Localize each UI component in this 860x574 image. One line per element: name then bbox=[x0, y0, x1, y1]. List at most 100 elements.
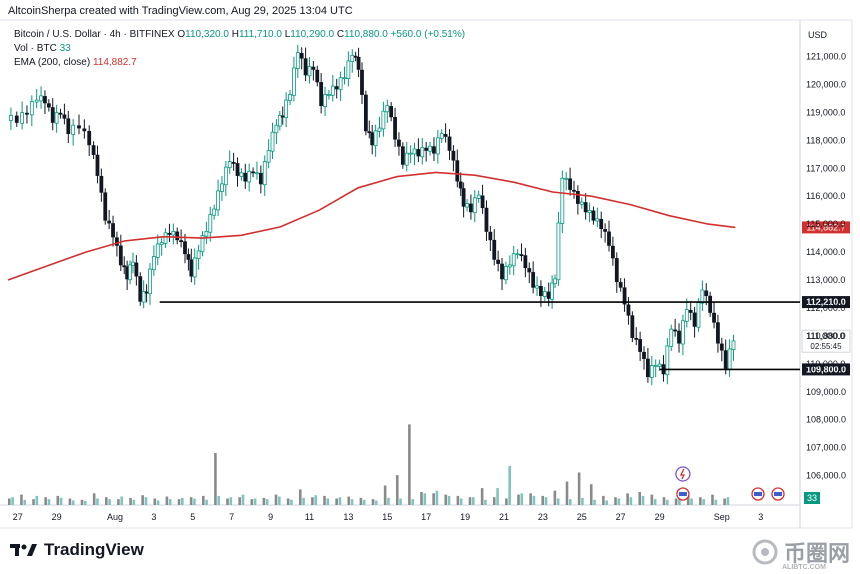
candle-body bbox=[122, 265, 127, 268]
candle-body bbox=[424, 147, 429, 151]
candle-body bbox=[657, 363, 662, 367]
candle-body bbox=[54, 112, 59, 124]
volume-bar-down bbox=[286, 498, 290, 505]
candle-body bbox=[511, 253, 516, 267]
price-tick: 113,000.0 bbox=[806, 275, 845, 285]
price-tick: 106,000.0 bbox=[806, 471, 846, 481]
symbol-title[interactable]: Bitcoin / U.S. Dollar · 4h · BITFINEX bbox=[14, 29, 175, 40]
candle-body bbox=[66, 118, 71, 135]
candle-body bbox=[712, 312, 716, 323]
candle-body bbox=[553, 278, 557, 285]
event-markers bbox=[675, 466, 785, 501]
volume-bar-up bbox=[59, 497, 63, 505]
candle-body bbox=[292, 67, 296, 96]
candle-body bbox=[255, 172, 259, 175]
volume-bar-down bbox=[565, 481, 569, 505]
candle-body bbox=[416, 149, 421, 157]
candle-body bbox=[99, 175, 104, 193]
brand-name: TradingView bbox=[44, 540, 144, 559]
volume-bar-down bbox=[44, 497, 47, 505]
volume-bar-down bbox=[420, 492, 423, 505]
candle-body bbox=[370, 132, 375, 146]
ema-line bbox=[7, 171, 736, 281]
candle-body bbox=[515, 253, 520, 256]
time-tick: 17 bbox=[421, 512, 431, 522]
candle-body bbox=[519, 254, 524, 256]
candles bbox=[9, 44, 736, 386]
volume-bar-down bbox=[189, 497, 193, 505]
candle-body bbox=[208, 214, 213, 233]
volume-bar-up bbox=[665, 499, 669, 505]
candle-body bbox=[220, 183, 224, 192]
candle-body bbox=[408, 152, 413, 155]
volume-bar-up bbox=[399, 498, 402, 505]
price-axis[interactable]: USD 106,000.0 107,000.0 108,000.0 109,000.0 1… bbox=[806, 30, 846, 481]
volume-bar-up bbox=[47, 499, 51, 505]
candle-body bbox=[591, 210, 596, 221]
volume-bar-down bbox=[359, 497, 363, 505]
volume-bar-down bbox=[711, 494, 714, 505]
volume-bar-down bbox=[638, 492, 642, 505]
candle-body bbox=[274, 124, 279, 134]
candle-body bbox=[550, 282, 555, 300]
watermark-text: 币圈网 bbox=[784, 541, 851, 566]
candle-body bbox=[315, 69, 320, 83]
volume-bar-up bbox=[726, 497, 730, 505]
candle-body bbox=[504, 265, 508, 281]
ema-row[interactable]: EMA (200, close) 114,882.7 bbox=[14, 56, 465, 70]
candle-body bbox=[334, 86, 339, 90]
volume-bar-down bbox=[371, 499, 375, 505]
candle-body bbox=[653, 365, 658, 367]
candle-body bbox=[665, 345, 670, 376]
candle-body bbox=[141, 291, 146, 303]
price-tick: 116,000.0 bbox=[806, 191, 845, 201]
volume-bar-down bbox=[20, 494, 23, 505]
candle-body bbox=[338, 77, 343, 91]
time-tick: Aug bbox=[107, 512, 123, 522]
candle-body bbox=[492, 239, 497, 260]
candle-body bbox=[183, 241, 187, 255]
volume-bar-down bbox=[541, 495, 545, 505]
volume-bar-up bbox=[181, 497, 184, 505]
candle-body bbox=[583, 202, 588, 213]
volume-bar-up bbox=[581, 497, 584, 505]
volume-bar-down bbox=[177, 499, 181, 505]
volume-bar-down bbox=[480, 488, 484, 505]
candle-body bbox=[77, 125, 81, 129]
volume-bar-up bbox=[520, 493, 524, 505]
volume-bar-down bbox=[335, 498, 338, 505]
candle-body bbox=[231, 161, 236, 164]
time-tick: 5 bbox=[190, 512, 195, 522]
flag-stripe-icon bbox=[774, 492, 782, 496]
ohlc-open-label: O bbox=[177, 29, 186, 40]
volume-bar-up bbox=[338, 497, 342, 505]
candle-body bbox=[531, 272, 536, 288]
volume-bar-down bbox=[383, 485, 387, 505]
time-axis[interactable]: 27 29 Aug 3 5 7 9 11 13 15 17 19 21 23 25 27 29 Sep 3 bbox=[13, 512, 764, 522]
volume-bar-down bbox=[456, 495, 460, 505]
volume-bar-down bbox=[468, 497, 472, 505]
volume-bar-down bbox=[577, 472, 581, 505]
ohlc-low-label: L bbox=[284, 29, 291, 40]
candle-body bbox=[523, 255, 528, 269]
candle-body bbox=[642, 351, 646, 359]
volume-bar-up bbox=[617, 498, 621, 505]
candle-body bbox=[542, 291, 547, 297]
tradingview-logo[interactable]: TradingView bbox=[10, 540, 144, 560]
candle-body bbox=[618, 282, 623, 288]
ohlc-low: 110,290.0 bbox=[290, 29, 335, 40]
price-tick: 117,000.0 bbox=[806, 163, 845, 173]
volume-bar-up bbox=[132, 499, 136, 505]
time-tick: 27 bbox=[13, 512, 23, 522]
candle-body bbox=[476, 194, 481, 199]
volume-bar-up bbox=[653, 499, 657, 505]
time-tick: 29 bbox=[655, 512, 665, 522]
price-tick: 120,000.0 bbox=[806, 79, 846, 89]
price-tick: 119,000.0 bbox=[806, 107, 845, 117]
candle-body bbox=[216, 190, 220, 211]
volume-row[interactable]: Vol · BTC 33 bbox=[14, 42, 465, 56]
candle-body bbox=[428, 145, 432, 152]
time-tick: Sep bbox=[714, 512, 730, 522]
